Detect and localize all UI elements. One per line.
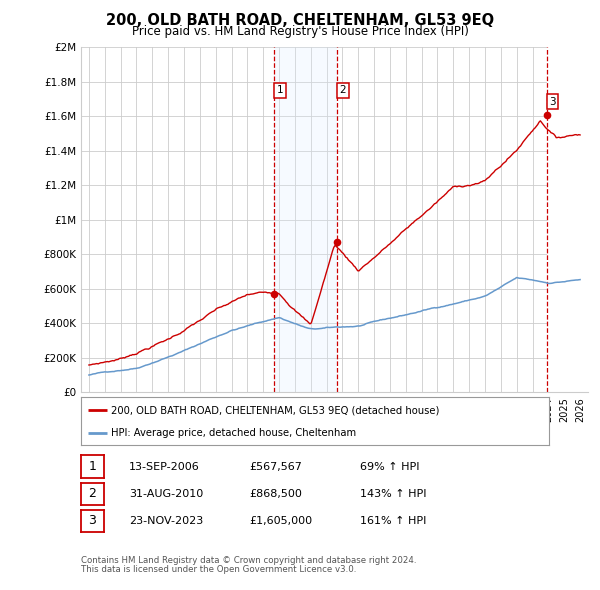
Text: £567,567: £567,567 (249, 462, 302, 471)
Text: 2: 2 (88, 487, 97, 500)
Text: 2: 2 (340, 86, 346, 96)
Text: 23-NOV-2023: 23-NOV-2023 (129, 516, 203, 526)
Text: 200, OLD BATH ROAD, CHELTENHAM, GL53 9EQ: 200, OLD BATH ROAD, CHELTENHAM, GL53 9EQ (106, 13, 494, 28)
Text: 69% ↑ HPI: 69% ↑ HPI (360, 462, 419, 471)
Text: This data is licensed under the Open Government Licence v3.0.: This data is licensed under the Open Gov… (81, 565, 356, 574)
Text: 31-AUG-2010: 31-AUG-2010 (129, 489, 203, 499)
Text: £868,500: £868,500 (249, 489, 302, 499)
Text: Contains HM Land Registry data © Crown copyright and database right 2024.: Contains HM Land Registry data © Crown c… (81, 556, 416, 565)
Bar (547, 47, 588, 392)
Text: 1: 1 (88, 460, 97, 473)
Text: 1: 1 (277, 86, 283, 96)
Text: 3: 3 (549, 97, 556, 107)
Text: 161% ↑ HPI: 161% ↑ HPI (360, 516, 427, 526)
Text: 13-SEP-2006: 13-SEP-2006 (129, 462, 200, 471)
Text: 3: 3 (88, 514, 97, 527)
Text: Price paid vs. HM Land Registry's House Price Index (HPI): Price paid vs. HM Land Registry's House … (131, 25, 469, 38)
Text: 200, OLD BATH ROAD, CHELTENHAM, GL53 9EQ (detached house): 200, OLD BATH ROAD, CHELTENHAM, GL53 9EQ… (112, 405, 440, 415)
Text: £1,605,000: £1,605,000 (249, 516, 312, 526)
Text: 143% ↑ HPI: 143% ↑ HPI (360, 489, 427, 499)
Text: HPI: Average price, detached house, Cheltenham: HPI: Average price, detached house, Chel… (112, 428, 356, 438)
Bar (547, 47, 588, 392)
Bar (274, 47, 337, 392)
